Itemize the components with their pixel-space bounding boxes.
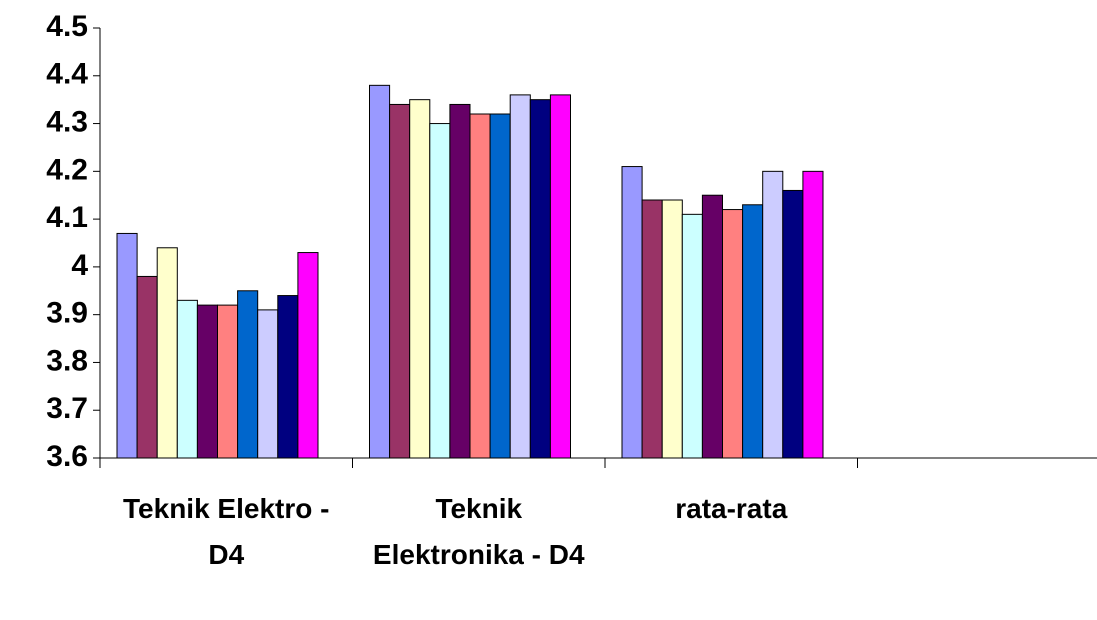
bar (509, 94, 531, 459)
bar (156, 247, 178, 459)
y-tick-label: 3.8 (46, 344, 88, 377)
bar (429, 123, 451, 459)
x-tick-label: rata-rata (675, 493, 788, 524)
y-tick-label: 4.4 (46, 58, 88, 91)
bar (297, 252, 319, 459)
bar (549, 94, 572, 459)
y-tick-label: 4.3 (46, 105, 88, 138)
bar (529, 99, 551, 459)
bar (176, 299, 198, 459)
bar (701, 194, 724, 459)
y-tick-label: 3.7 (46, 392, 88, 425)
y-tick-label: 4 (71, 249, 88, 282)
y-tick-label: 4.1 (46, 201, 88, 234)
bar (742, 204, 764, 459)
bar (196, 304, 218, 459)
bar (762, 170, 784, 459)
bar (136, 275, 158, 459)
bar (257, 309, 279, 459)
bar (116, 232, 138, 459)
bar (469, 113, 491, 459)
bar (802, 170, 824, 459)
bar (722, 209, 744, 459)
bar (782, 189, 804, 459)
bar (389, 103, 411, 459)
bar (449, 103, 471, 459)
bar (277, 295, 299, 459)
bar (369, 84, 391, 459)
bar (489, 113, 511, 459)
y-tick-label: 4.5 (46, 10, 88, 43)
y-tick-label: 3.9 (46, 297, 88, 330)
bar (217, 304, 239, 459)
bar (621, 166, 643, 459)
x-tick-label: Teknik Elektro -D4 (123, 493, 330, 570)
x-tick-label: Teknik Elektronika - D4 (372, 493, 585, 570)
bar (409, 99, 431, 459)
bar (237, 290, 259, 459)
y-tick-label: 3.6 (46, 440, 88, 473)
y-tick-label: 4.2 (46, 153, 88, 186)
bar (681, 213, 703, 459)
bar (661, 199, 683, 459)
bar (641, 199, 663, 459)
